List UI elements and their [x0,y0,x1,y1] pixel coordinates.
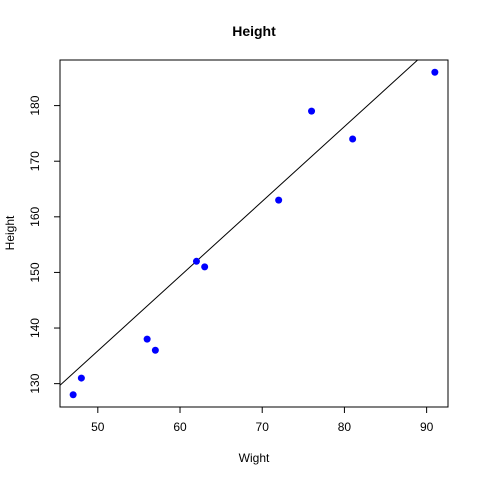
y-axis-label: Height [3,215,17,250]
y-tick-label-140: 140 [28,318,42,338]
x-tick-label-50: 50 [91,420,105,434]
x-tick-label-70: 70 [256,420,270,434]
y-tick-label-180: 180 [28,95,42,115]
plot-frame [60,60,448,407]
x-tick-label-80: 80 [338,420,352,434]
x-tick-label-60: 60 [173,420,187,434]
data-points [70,69,439,399]
data-point-9 [349,135,356,142]
axis-ticks: 50 60 70 80 90 130 140 150 160 170 180 [28,95,434,434]
data-point-6 [201,263,208,270]
data-point-8 [308,108,315,115]
y-tick-label-130: 130 [28,373,42,393]
y-tick-label-150: 150 [28,262,42,282]
x-axis-label: Wight [239,451,270,465]
data-point-4 [152,347,159,354]
data-point-7 [275,197,282,204]
data-point-3 [144,336,151,343]
chart-title: Height [232,23,276,39]
y-tick-label-160: 160 [28,206,42,226]
regression-line-layer [60,32,448,385]
data-point-2 [78,375,85,382]
data-point-10 [431,69,438,76]
y-tick-label-170: 170 [28,151,42,171]
x-tick-label-90: 90 [420,420,434,434]
data-point-5 [193,258,200,265]
regression-line [60,32,448,385]
data-point-1 [70,391,77,398]
